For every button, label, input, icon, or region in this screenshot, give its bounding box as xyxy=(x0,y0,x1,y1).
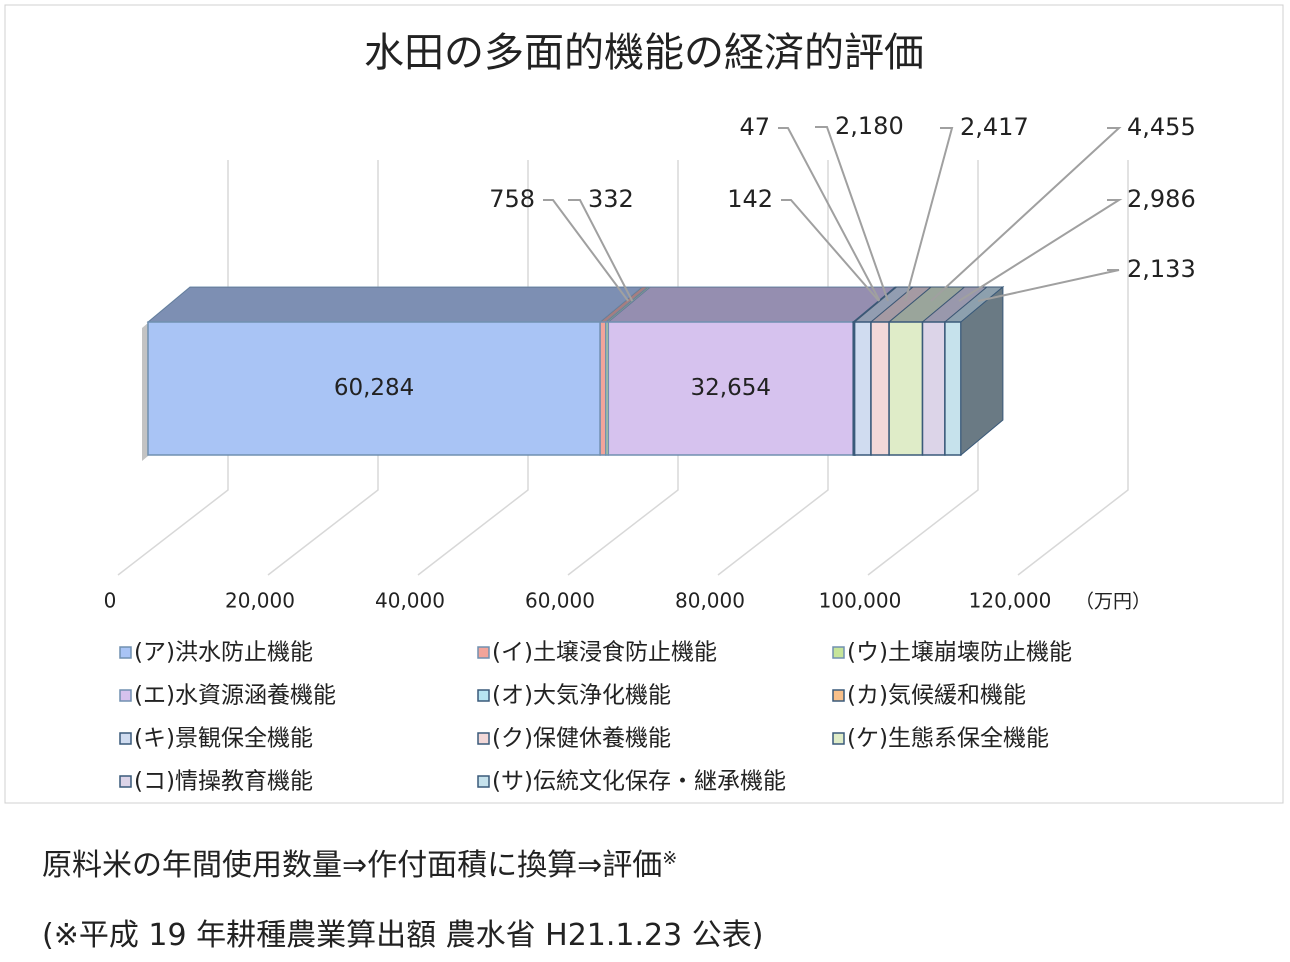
legend-swatch xyxy=(119,689,132,702)
grid-line xyxy=(867,160,979,576)
grid-line xyxy=(267,160,379,576)
leader-line xyxy=(778,127,881,302)
x-tick-label: 120,000 xyxy=(969,589,1052,613)
data-label: 47 xyxy=(739,113,770,141)
leader-line xyxy=(568,199,634,302)
bar xyxy=(853,321,872,456)
leader-line xyxy=(781,199,880,302)
legend-swatch xyxy=(477,646,490,659)
bar xyxy=(599,321,607,456)
bar xyxy=(921,321,946,456)
bar-top-shade xyxy=(922,287,987,322)
bar-top-shade xyxy=(608,287,896,322)
x-tick-label: 80,000 xyxy=(675,589,745,613)
bar xyxy=(607,321,854,456)
data-label: 2,133 xyxy=(1127,255,1196,283)
bar xyxy=(147,321,601,456)
legend-swatch xyxy=(832,732,845,745)
legend-label: (オ)大気浄化機能 xyxy=(492,683,671,709)
grid-line xyxy=(117,160,229,576)
bar xyxy=(870,321,890,456)
chart: 水田の多面的機能の経済的評価 （万円） 0 20,000 40,000 60,000 8… xyxy=(4,4,1284,804)
bar xyxy=(888,321,924,456)
note-line: (※平成 19 年耕種農業算出額 農水省 H21.1.23 公表) xyxy=(42,918,764,953)
leader-line xyxy=(930,127,1122,302)
legend-swatch xyxy=(119,646,132,659)
legend-label: (ア)洪水防止機能 xyxy=(134,640,313,666)
x-tick-label: 20,000 xyxy=(225,589,295,613)
note-mark: ※ xyxy=(662,848,678,869)
legend-label: (カ)気候緩和機能 xyxy=(847,683,1026,709)
leader-line xyxy=(904,127,954,302)
note-line: 原料米の年間使用数量⇒作付面積に換算⇒評価※ xyxy=(42,840,677,884)
legend-label: (キ)景観保全機能 xyxy=(134,726,313,752)
note-text: 原料米の年間使用数量⇒作付面積に換算⇒評価 xyxy=(42,848,663,883)
bar-top-shade xyxy=(944,287,1003,322)
legend-label: (サ)伝統文化保存・継承機能 xyxy=(492,769,786,795)
legend-swatch xyxy=(832,646,845,659)
bar-top-shade xyxy=(600,287,648,322)
legend-label: (ケ)生態系保全機能 xyxy=(847,726,1049,752)
bar-top-shade xyxy=(148,287,643,322)
data-label: 32,654 xyxy=(691,375,771,401)
legend-swatch xyxy=(119,732,132,745)
data-label: 2,986 xyxy=(1127,185,1196,213)
leader-line xyxy=(977,269,1120,302)
legend-label: (エ)水資源涵養機能 xyxy=(134,683,336,709)
legend-label: (イ)土壌浸食防止機能 xyxy=(492,640,717,666)
x-tick-label: 100,000 xyxy=(819,589,902,613)
legend-swatch xyxy=(477,775,490,788)
data-label: 2,417 xyxy=(960,113,1029,141)
grid-line xyxy=(567,160,679,576)
x-tick-label: 60,000 xyxy=(525,589,595,613)
legend-label: (コ)情操教育機能 xyxy=(134,769,313,795)
leader-line xyxy=(543,199,629,302)
data-label: 758 xyxy=(489,185,535,213)
data-label: 2,180 xyxy=(835,112,904,140)
x-tick-label: 40,000 xyxy=(375,589,445,613)
data-label: 142 xyxy=(727,185,773,213)
legend-label: (ク)保健休養機能 xyxy=(492,726,671,752)
leader-line xyxy=(815,126,889,302)
chart-title: 水田の多面的機能の経済的評価 xyxy=(364,30,924,76)
bar-top-shade xyxy=(854,287,913,322)
bar xyxy=(944,321,962,456)
leader-line xyxy=(958,199,1123,302)
grid-line xyxy=(717,160,829,576)
bar-top-shade xyxy=(870,287,932,322)
data-label: 4,455 xyxy=(1127,113,1196,141)
data-label: 332 xyxy=(588,185,634,213)
legend-label: (ウ)土壌崩壊防止機能 xyxy=(847,640,1072,666)
grid-line xyxy=(417,160,529,576)
data-label: 60,284 xyxy=(334,375,414,401)
legend-swatch xyxy=(477,732,490,745)
x-tick-label: 0 xyxy=(104,589,117,613)
unit-label: （万円） xyxy=(1075,591,1151,613)
bar-top-shade xyxy=(889,287,965,322)
legend-swatch xyxy=(119,775,132,788)
legend-swatch xyxy=(477,689,490,702)
legend-swatch xyxy=(832,689,845,702)
grid-line xyxy=(1017,160,1129,576)
